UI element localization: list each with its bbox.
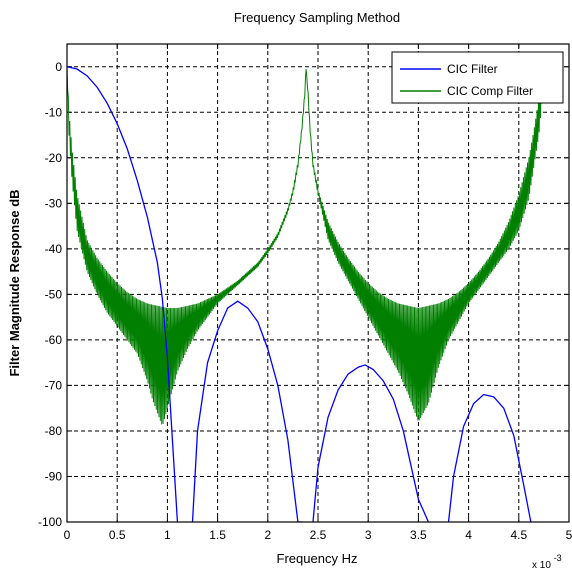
x-tick-label: 0.5 xyxy=(109,528,126,542)
legend-box xyxy=(391,51,564,104)
series-line-cic-filter-lobe-3 xyxy=(447,393,532,522)
series-layer xyxy=(67,66,545,522)
x-tick-label: 2 xyxy=(264,528,271,542)
x-axis-multiplier: x 10 -3 xyxy=(532,553,562,571)
series-line-cic-filter-lobe-1 xyxy=(191,300,303,522)
x-axis-ticks: 0 0.5 1 1.5 2 2.5 3 3.5 4 4.5 5 xyxy=(64,44,572,542)
x-tick-label: 0 xyxy=(64,528,71,542)
x-tick-label: 4.5 xyxy=(510,528,527,542)
x-axis-multiplier-base: x 10 xyxy=(532,560,551,571)
y-axis-ticks: 0 -10 -20 -30 -40 -50 -60 -70 -80 -90 -100 xyxy=(38,60,569,529)
legend: CIC Filter CIC Comp Filter xyxy=(391,51,564,104)
y-tick-label: -40 xyxy=(45,242,63,256)
y-tick-label: -80 xyxy=(45,424,63,438)
y-axis-label: Filter Magnitude Response dB xyxy=(7,189,22,376)
series-line-cic-filter-lobe-2 xyxy=(312,364,430,522)
y-tick-label: -100 xyxy=(38,515,62,529)
x-axis-multiplier-exponent: -3 xyxy=(554,553,562,563)
x-tick-label: 1.5 xyxy=(209,528,226,542)
x-tick-label: 3.5 xyxy=(410,528,427,542)
series-line-cic-filter-lobe-0 xyxy=(67,66,179,522)
x-tick-label: 4 xyxy=(465,528,472,542)
x-tick-label: 2.5 xyxy=(310,528,327,542)
legend-label-cic-filter: CIC Filter xyxy=(447,62,498,76)
legend-label-cic-comp-filter: CIC Comp Filter xyxy=(447,84,533,98)
y-tick-label: -50 xyxy=(45,287,63,301)
x-tick-label: 1 xyxy=(164,528,171,542)
y-tick-label: -20 xyxy=(45,151,63,165)
x-tick-label: 3 xyxy=(365,528,372,542)
y-tick-label: -10 xyxy=(45,105,63,119)
series-line-cic-comp-filter xyxy=(67,66,545,425)
chart-title: Frequency Sampling Method xyxy=(234,10,400,25)
plot-frame xyxy=(66,43,570,523)
y-tick-label: -60 xyxy=(45,333,63,347)
y-tick-label: 0 xyxy=(55,60,62,74)
y-tick-label: -30 xyxy=(45,196,63,210)
y-tick-label: -90 xyxy=(45,469,63,483)
x-axis-label: Frequency Hz xyxy=(277,551,358,566)
x-tick-label: 5 xyxy=(566,528,572,542)
y-tick-label: -70 xyxy=(45,378,63,392)
